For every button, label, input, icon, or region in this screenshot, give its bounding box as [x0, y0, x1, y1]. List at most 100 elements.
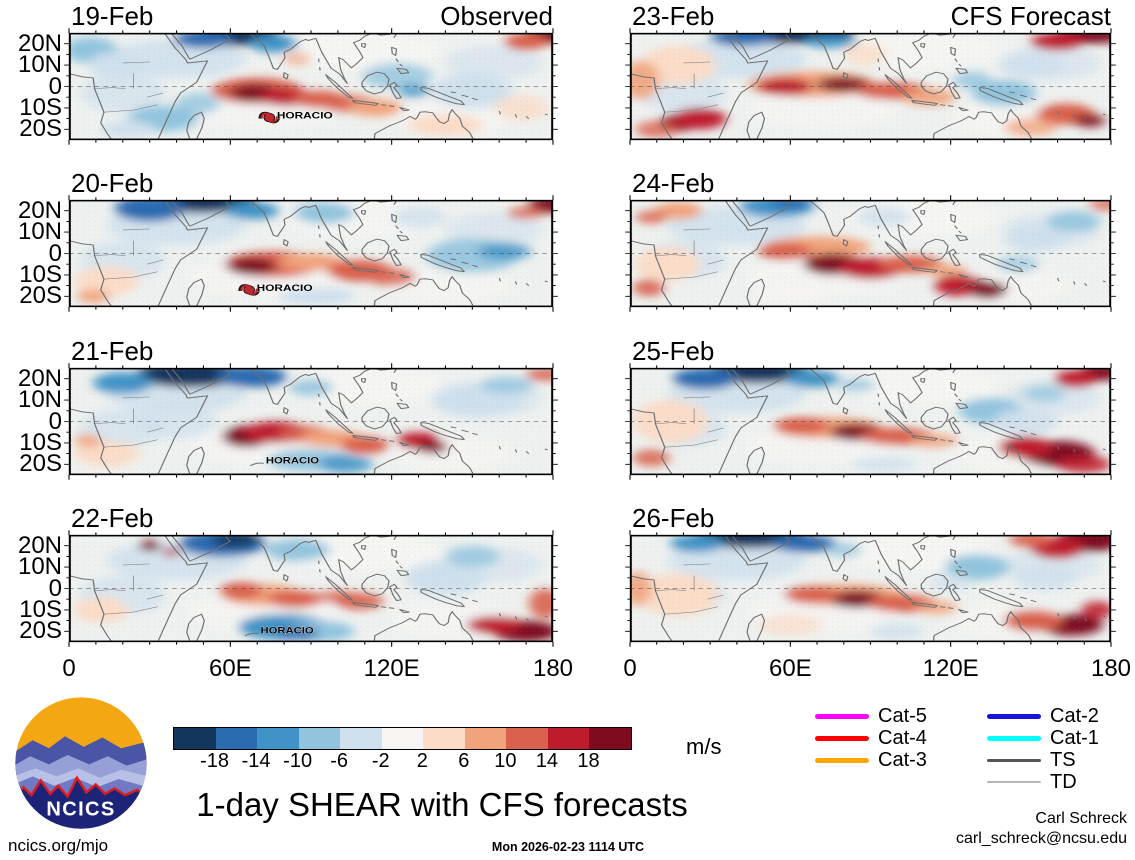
coastline — [630, 575, 674, 642]
y-axis-label: 0 — [48, 407, 62, 435]
legend-item-Cat-4: Cat-4 — [815, 728, 927, 748]
coastline — [884, 74, 913, 99]
axis-ticks — [64, 195, 558, 312]
axis-ticks — [625, 195, 1116, 312]
y-axis-label: 20S — [19, 617, 62, 645]
y-axis-label: 0 — [48, 72, 62, 100]
map-panel-19-Feb: HORACIO — [64, 28, 558, 145]
coastline — [248, 200, 374, 251]
coastline — [717, 200, 769, 307]
map-border — [68, 534, 554, 643]
coastline — [877, 560, 1106, 621]
legend-item-Cat-3: Cat-3 — [815, 750, 927, 770]
y-axis-label: 10N — [17, 51, 62, 79]
colorbar-segment-8 — [506, 728, 548, 749]
coastline — [808, 368, 933, 419]
colorbar-segment-6 — [423, 728, 465, 749]
coastline — [373, 276, 475, 307]
coastline — [717, 33, 769, 140]
legend-label: Cat-3 — [878, 749, 927, 771]
storm-symbol-remnant: HORACIO — [249, 456, 319, 466]
coastline — [69, 73, 113, 140]
axis-ticks — [64, 363, 558, 480]
coastline — [352, 99, 410, 112]
logo-ridge-line — [15, 775, 147, 799]
colorbar-tick: 10 — [494, 750, 517, 772]
coastline — [630, 240, 674, 307]
x-axis-label: 0 — [62, 655, 76, 682]
panel-date-23-Feb: 23-Feb — [632, 1, 715, 31]
coastline — [920, 573, 949, 597]
storm-symbol-remnant: HORACIO — [244, 626, 314, 637]
panel-date-25-Feb: 25-Feb — [632, 336, 715, 366]
colorbar-tick: -14 — [241, 750, 271, 772]
panel-date-22-Feb: 22-Feb — [71, 503, 154, 533]
logo-text: NCICS — [46, 798, 115, 820]
legend-line-Cat-1 — [987, 735, 1041, 741]
panel-date-24-Feb: 24-Feb — [632, 168, 715, 198]
coastline — [170, 33, 231, 60]
website-link: ncics.org/mjo — [8, 836, 109, 855]
colorbar-tick: -2 — [371, 750, 390, 772]
colorbar-segment-2 — [257, 728, 299, 749]
map-panel-26-Feb — [625, 530, 1116, 647]
colorbar-segment-9 — [547, 728, 590, 749]
coastline — [950, 46, 969, 75]
legend-label: TS — [1050, 749, 1076, 771]
coastline — [325, 74, 354, 99]
legend-line-Cat-5 — [815, 713, 869, 719]
legend-line-Cat-2 — [987, 713, 1041, 719]
coastline — [317, 58, 548, 119]
shear-map-24-Feb — [625, 195, 1116, 312]
colorbar-tick: -10 — [283, 750, 313, 772]
panel-date-19-Feb: 19-Feb — [71, 1, 154, 31]
coastline — [950, 548, 969, 577]
y-axis-label: 10S — [19, 428, 62, 456]
coastline — [391, 381, 410, 410]
credit-name: Carl Schreck — [1035, 810, 1127, 827]
coastline — [282, 407, 289, 415]
coastline — [808, 33, 933, 84]
y-axis-label: 10S — [19, 93, 62, 121]
coastline — [69, 408, 113, 475]
x-axis-label: 60E — [768, 655, 812, 682]
shear-map-22-Feb: HORACIO — [64, 530, 558, 647]
map-border — [68, 32, 554, 141]
legend-item-Cat-1: Cat-1 — [987, 728, 1099, 748]
map-panel-22-Feb: HORACIO — [64, 530, 558, 647]
figure-title: 1-day SHEAR with CFS forecasts — [196, 786, 688, 823]
panel-date-21-Feb: 21-Feb — [71, 336, 154, 366]
coastline — [630, 73, 674, 140]
coastline — [248, 368, 374, 419]
coastline — [170, 368, 231, 395]
coastline — [978, 87, 1024, 106]
y-axis-label: 0 — [48, 574, 62, 602]
coastline — [717, 368, 769, 475]
legend-label: Cat-5 — [878, 705, 927, 727]
legend-label: Cat-4 — [878, 727, 927, 749]
panel-date-26-Feb: 26-Feb — [632, 503, 715, 533]
coastline — [420, 87, 465, 106]
y-axis-label: 10N — [17, 218, 62, 246]
y-axis-label: 20S — [19, 282, 62, 310]
coastline — [978, 589, 1024, 608]
coastline — [170, 535, 231, 562]
map-panel-21-Feb: HORACIO — [64, 363, 558, 480]
coastline — [69, 575, 113, 642]
storm-label: HORACIO — [257, 283, 313, 294]
shear-map-20-Feb: HORACIO — [64, 195, 558, 312]
credit-email: carl_schreck@ncsu.edu — [956, 830, 1127, 847]
colorbar-tick: -18 — [200, 750, 229, 772]
coastline — [361, 573, 390, 597]
country-borders — [94, 396, 164, 448]
storm-label: HORACIO — [266, 456, 319, 466]
storm-symbol-hurricane: HORACIO — [238, 283, 313, 296]
coastline — [948, 81, 961, 99]
map-border — [629, 534, 1112, 643]
coastline — [950, 381, 969, 410]
shear-map-25-Feb — [625, 363, 1116, 480]
y-axis-label: 20N — [17, 364, 62, 392]
storm-label: HORACIO — [260, 627, 313, 637]
coastline — [373, 611, 475, 642]
legend-line-Cat-3 — [815, 757, 869, 763]
